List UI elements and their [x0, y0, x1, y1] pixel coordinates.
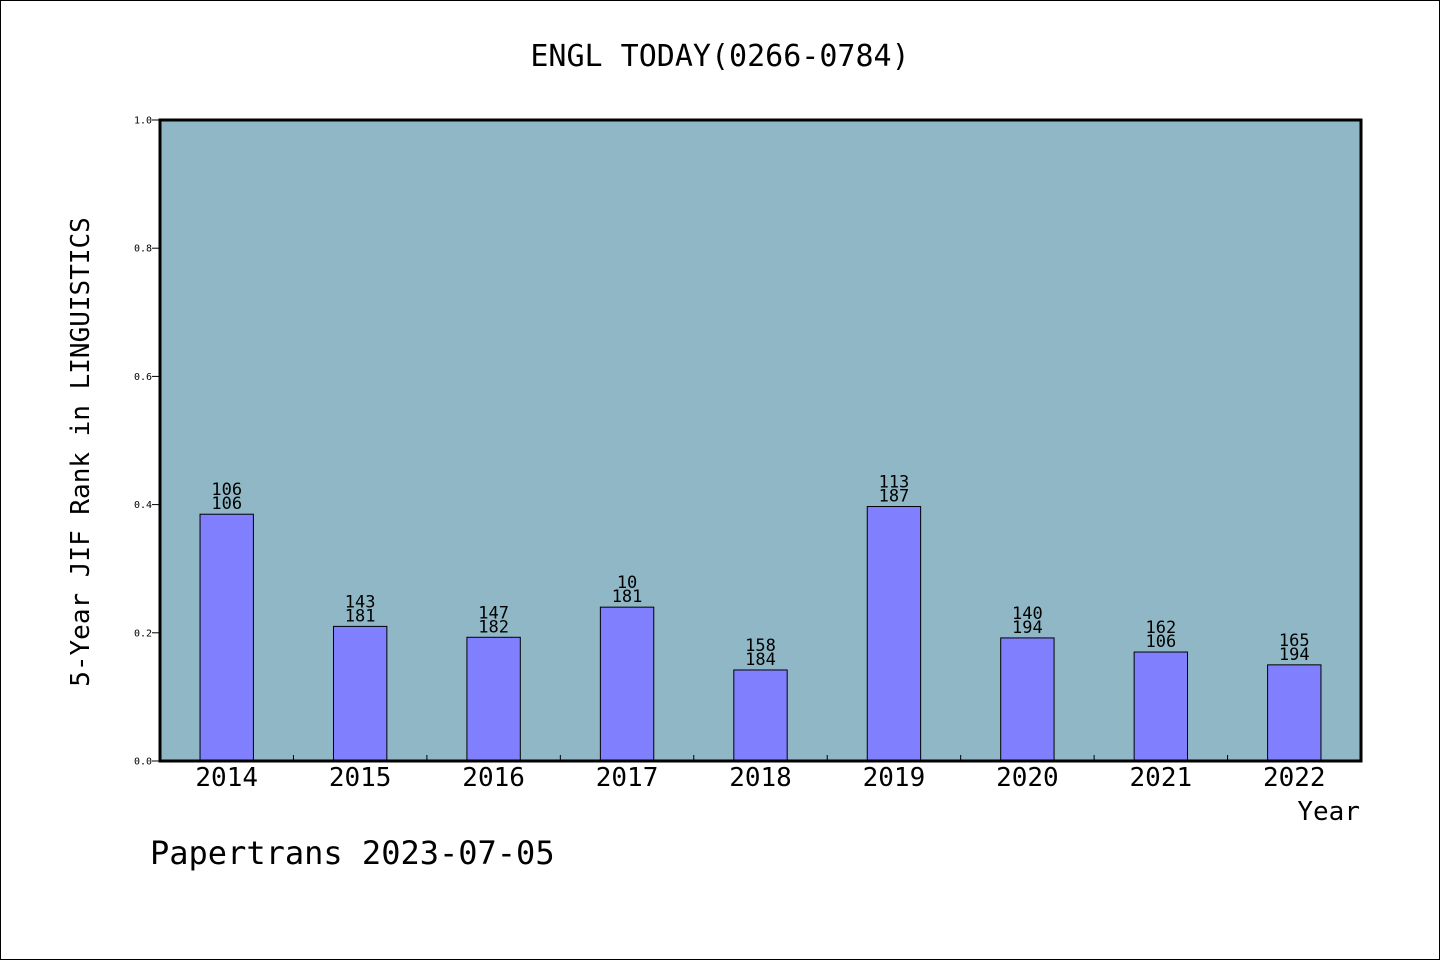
- bar-label-bottom: 194: [1012, 618, 1043, 638]
- x-tick-label: 2018: [729, 763, 792, 793]
- y-axis-title: 5-Year JIF Rank in LINGUISTICS: [66, 217, 96, 687]
- bar-2016: [466, 636, 521, 762]
- bar-label-bottom: 106: [211, 494, 242, 514]
- y-tick-label: 1.0: [134, 116, 152, 127]
- x-tick-label: 2022: [1263, 763, 1326, 793]
- bar-label-bottom: 181: [345, 606, 376, 626]
- bar-label-bottom: 182: [478, 617, 509, 637]
- y-axis: 0.0 0.2 0.4 0.6 0.8 1.0: [134, 116, 160, 768]
- bar-label-top: 106: [211, 480, 242, 500]
- bar-2021: [1133, 651, 1189, 762]
- bar-label-top: 140: [1012, 604, 1043, 624]
- y-tick-label: 0.0: [134, 757, 152, 768]
- y-tick-label: 0.8: [134, 244, 152, 255]
- bar-label-top: 162: [1145, 618, 1176, 638]
- y-tick-label: 0.2: [134, 628, 152, 639]
- bar-2017: [599, 606, 655, 762]
- x-tick-label: 2016: [462, 763, 525, 793]
- bar-2015: [332, 625, 388, 762]
- footer-credit: Papertrans 2023-07-05: [150, 834, 555, 872]
- bar-2018: [733, 669, 788, 762]
- chart-title: ENGL TODAY(0266-0784): [530, 39, 909, 74]
- x-tick-label: 2017: [596, 763, 659, 793]
- x-tick-label: 2014: [195, 763, 258, 793]
- plot-border: [158, 118, 1363, 763]
- x-tick-label: 2015: [329, 763, 392, 793]
- x-axis: 2014 2015 2016 2017 2018 2019 2020 2021 2022: [195, 755, 1326, 793]
- x-axis-title: Year: [1297, 797, 1360, 827]
- bar-label-bottom: 181: [612, 587, 643, 607]
- x-tick-label: 2020: [996, 763, 1059, 793]
- bar-label-bottom: 106: [1145, 632, 1176, 652]
- bar-label-top: 147: [478, 603, 509, 623]
- bar-label-bottom: 187: [879, 487, 910, 507]
- bar-label-top: 10: [617, 573, 637, 593]
- bar-label-top: 158: [745, 636, 776, 656]
- bar-2019: [866, 506, 922, 762]
- bar-label-top: 113: [879, 473, 910, 493]
- y-tick-label: 0.4: [134, 500, 152, 511]
- bar-label-top: 165: [1279, 631, 1310, 651]
- y-tick-label: 0.6: [134, 372, 152, 383]
- bar-label-bottom: 194: [1279, 645, 1310, 665]
- bar-2014: [199, 513, 254, 762]
- bar-2020: [1000, 637, 1055, 762]
- x-tick-label: 2019: [863, 763, 926, 793]
- x-tick-label: 2021: [1130, 763, 1193, 793]
- bar-2022: [1267, 664, 1322, 762]
- bar-label-top: 143: [345, 592, 376, 612]
- bar-label-bottom: 184: [745, 650, 776, 670]
